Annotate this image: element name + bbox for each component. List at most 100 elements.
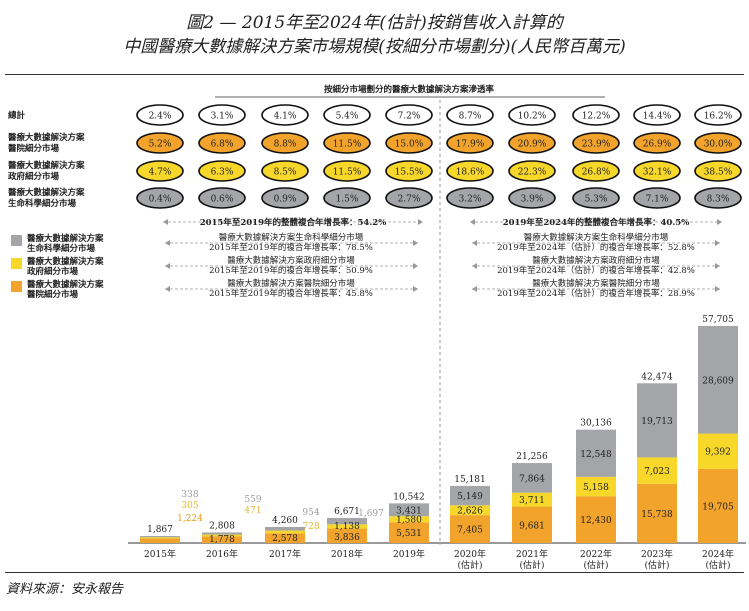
penetration-value: 5.4%	[336, 112, 359, 122]
cagr-right-segment: 醫療大數據解決方案政府細分市場	[532, 255, 660, 266]
bar-total-label: 2,808	[209, 521, 235, 531]
bar-segment-life	[637, 383, 677, 458]
cagr-left-rate: 2015年至2019年的複合年增長率：78.5%	[209, 242, 373, 253]
cagr-arrow-left-head-right	[413, 286, 418, 292]
cagr-arrow-right-head-right	[715, 240, 720, 246]
penetration-value: 3.2%	[459, 195, 482, 205]
bar-segment-label: 1,778	[209, 535, 235, 545]
penetration-bubble	[633, 132, 681, 154]
bottom-rule	[5, 572, 744, 573]
penetration-value: 23.9%	[582, 140, 611, 150]
penetration-value: 10.2%	[518, 112, 547, 122]
bar-segment-government	[698, 433, 738, 469]
penetration-value: 12.2%	[582, 112, 611, 122]
penetration-bubble	[694, 187, 742, 209]
x-tick-label: 2023年	[641, 548, 673, 560]
penetration-bubble	[508, 160, 556, 182]
bar-segment-label: 28,609	[702, 376, 734, 386]
bar-segment-government	[389, 516, 429, 523]
penetration-row-label: 醫療大數據解決方案	[8, 132, 85, 143]
x-tick-label: 2024年	[702, 548, 734, 560]
cagr-left-rate: 2015年至2019年的複合年增長率：50.9%	[209, 265, 373, 276]
bar-total-label: 6,671	[334, 507, 360, 517]
penetration-bubble	[385, 187, 433, 209]
cagr-arrow-right-head-right	[715, 286, 720, 292]
cagr-arrow-right-overall-head-right	[717, 219, 722, 225]
bar-segment-government	[576, 476, 616, 497]
top-rule	[5, 74, 744, 75]
penetration-bubble	[572, 132, 620, 154]
penetration-bubble	[508, 132, 556, 154]
penetration-bubble	[385, 160, 433, 182]
penetration-bubble	[633, 160, 681, 182]
bar-segment-label: 3,836	[334, 533, 360, 543]
bar-segment-label: 7,864	[519, 474, 545, 484]
bar-segment-life	[389, 503, 429, 517]
bar-total-label: 15,181	[454, 475, 486, 485]
cagr-arrow-left-head-right	[413, 240, 418, 246]
bar-segment-label: 7,023	[644, 467, 670, 477]
bar-segment-label: 9,392	[705, 448, 731, 458]
penetration-value: 5.2%	[149, 140, 172, 150]
penetration-bubble	[136, 160, 184, 182]
penetration-value: 11.5%	[333, 140, 362, 150]
penetration-bubble	[694, 104, 742, 126]
bar-segment-hospital	[140, 538, 180, 543]
x-tick-label: (估計)	[705, 559, 730, 570]
legend-swatch	[11, 235, 22, 246]
penetration-value: 8.5%	[274, 168, 297, 178]
x-tick-label: 2018年	[331, 548, 363, 560]
cagr-arrow-left-head-left	[165, 286, 170, 292]
penetration-value: 6.3%	[211, 168, 234, 178]
cagr-right-rate: 2019年至2024年（估計）的複合年增長率：52.8%	[497, 242, 695, 253]
penetration-value: 4.7%	[149, 168, 172, 178]
bar-segment-life	[327, 517, 367, 525]
bar-segment-government	[637, 457, 677, 484]
cagr-arrow-left-head-left	[165, 263, 170, 269]
penetration-value: 8.8%	[274, 140, 297, 150]
x-tick-label: (估計)	[457, 559, 482, 570]
bar-segment-label: 7,405	[457, 526, 483, 536]
bar-segment-label: 5,149	[457, 492, 483, 502]
penetration-bubble	[694, 132, 742, 154]
bar-total-label: 4,260	[272, 516, 298, 526]
cagr-arrow-right-head-right	[715, 263, 720, 269]
bar-segment-life	[576, 429, 616, 477]
bar-segment-hospital	[327, 528, 367, 543]
legend-swatch	[11, 258, 22, 269]
penetration-row-label: 醫院細分市場	[8, 143, 60, 154]
bar-segment-label: 559	[244, 495, 261, 505]
penetration-value: 30.0%	[704, 140, 733, 150]
penetration-value: 20.9%	[518, 140, 547, 150]
penetration-bubble	[633, 104, 681, 126]
bar-segment-hospital	[512, 506, 552, 543]
penetration-bubble	[136, 104, 184, 126]
bar-segment-life	[202, 532, 242, 535]
penetration-bubble	[198, 132, 246, 154]
bar-segment-hospital	[202, 536, 242, 543]
penetration-bubble	[198, 187, 246, 209]
cagr-arrow-right-head-left	[472, 286, 477, 292]
penetration-bubble	[694, 160, 742, 182]
penetration-bubble	[633, 187, 681, 209]
penetration-value: 15.5%	[395, 168, 424, 178]
legend-label: 政府細分市場	[27, 266, 79, 277]
bar-segment-life	[265, 526, 305, 531]
penetration-value: 17.9%	[456, 140, 485, 150]
penetration-value: 26.9%	[643, 140, 672, 150]
cagr-arrow-right-head-left	[472, 240, 477, 246]
bar-segment-government	[265, 530, 305, 534]
penetration-value: 15.0%	[395, 140, 424, 150]
penetration-value: 0.9%	[274, 195, 297, 205]
cagr-overall-right: 2019年至2024年的整體複合年增長率：40.5%	[503, 217, 690, 228]
penetration-value: 5.3%	[585, 195, 608, 205]
bar-segment-life	[140, 535, 180, 538]
bar-total-label: 21,256	[516, 452, 548, 462]
bar-total-label: 30,136	[580, 419, 612, 429]
penetration-bubble	[572, 160, 620, 182]
bar-segment-label: 1,580	[396, 516, 422, 526]
cagr-overall-left: 2015年至2019年的整體複合年增長率：54.2%	[200, 217, 387, 228]
legend-label: 醫療大數據解決方案	[27, 256, 104, 267]
penetration-bubble	[323, 104, 371, 126]
